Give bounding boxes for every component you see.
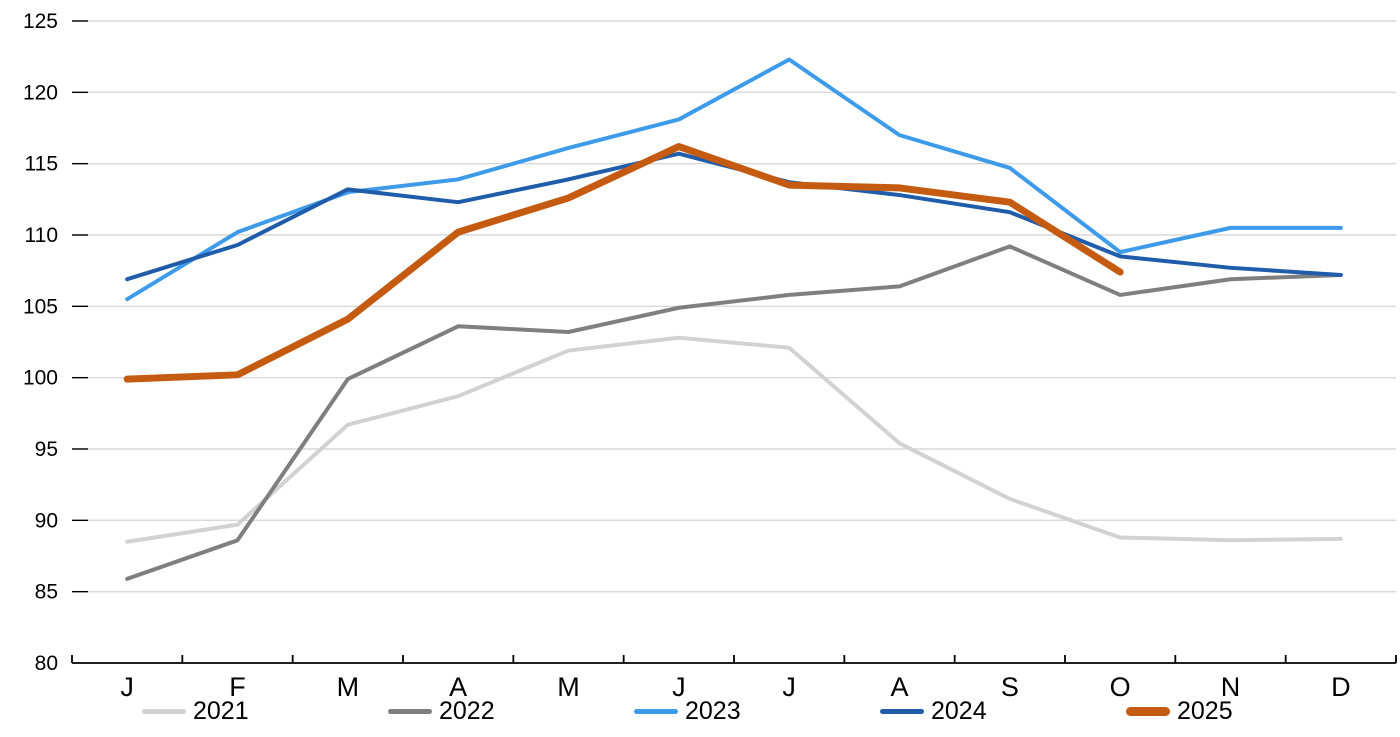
x-axis-label: A xyxy=(890,672,908,699)
legend-label: 2022 xyxy=(439,697,495,725)
x-axis-label: J xyxy=(782,672,796,699)
x-axis-label: O xyxy=(1110,672,1131,699)
x-axis-label: S xyxy=(1001,672,1019,699)
legend-label: 2023 xyxy=(685,697,741,725)
gridlines xyxy=(72,20,1396,593)
series-line-2024 xyxy=(125,151,1343,282)
y-axis-label: 90 xyxy=(35,509,58,532)
legend-line-marker xyxy=(388,709,432,714)
x-axis-label: J xyxy=(672,672,686,699)
x-axis-label: A xyxy=(449,672,467,699)
x-axis-label: N xyxy=(1221,672,1241,699)
legend-label: 2021 xyxy=(193,697,249,725)
y-axis-labels: 125 120 115 110 105 100 95 90 85 80 xyxy=(23,10,58,675)
y-axis-label: 85 xyxy=(35,581,58,604)
y-axis-label: 115 xyxy=(25,153,58,176)
series-lines xyxy=(123,57,1343,581)
y-axis-label: 125 xyxy=(23,10,58,33)
series-line-2022 xyxy=(125,244,1343,581)
y-axis-label: 110 xyxy=(25,224,58,247)
legend-label: 2024 xyxy=(931,697,987,725)
series-line-2025 xyxy=(123,143,1124,383)
series-line-2021 xyxy=(125,335,1343,544)
series-line-2023 xyxy=(125,57,1343,302)
legend-item-2025: 2025 xyxy=(1126,699,1233,724)
y-axis-label: 105 xyxy=(23,295,58,318)
plot-area: 125 120 115 110 105 100 95 90 85 80 J F M A M J J A S O N D xyxy=(23,10,1397,699)
legend-item-2022: 2022 xyxy=(388,699,495,724)
x-axis-label: J xyxy=(120,672,134,699)
legend-label: 2025 xyxy=(1177,697,1233,725)
x-axis-label: D xyxy=(1331,672,1351,699)
legend-item-2024: 2024 xyxy=(880,699,987,724)
legend-line-marker xyxy=(634,709,678,714)
x-axis-label: M xyxy=(557,672,580,699)
legend-item-2021: 2021 xyxy=(142,699,249,724)
x-axis xyxy=(71,655,1397,664)
y-axis-label: 120 xyxy=(23,81,58,104)
x-axis-label: F xyxy=(229,672,246,699)
legend: 2021 2022 2023 2024 2025 xyxy=(0,699,1400,733)
legend-line-marker xyxy=(142,709,186,714)
y-axis-label: 80 xyxy=(35,652,58,675)
y-axis-label: 100 xyxy=(23,367,58,390)
x-axis-label: M xyxy=(337,672,360,699)
y-axis-label: 95 xyxy=(35,438,58,461)
legend-line-marker xyxy=(1126,707,1170,716)
legend-line-marker xyxy=(880,709,924,714)
legend-item-2023: 2023 xyxy=(634,699,741,724)
